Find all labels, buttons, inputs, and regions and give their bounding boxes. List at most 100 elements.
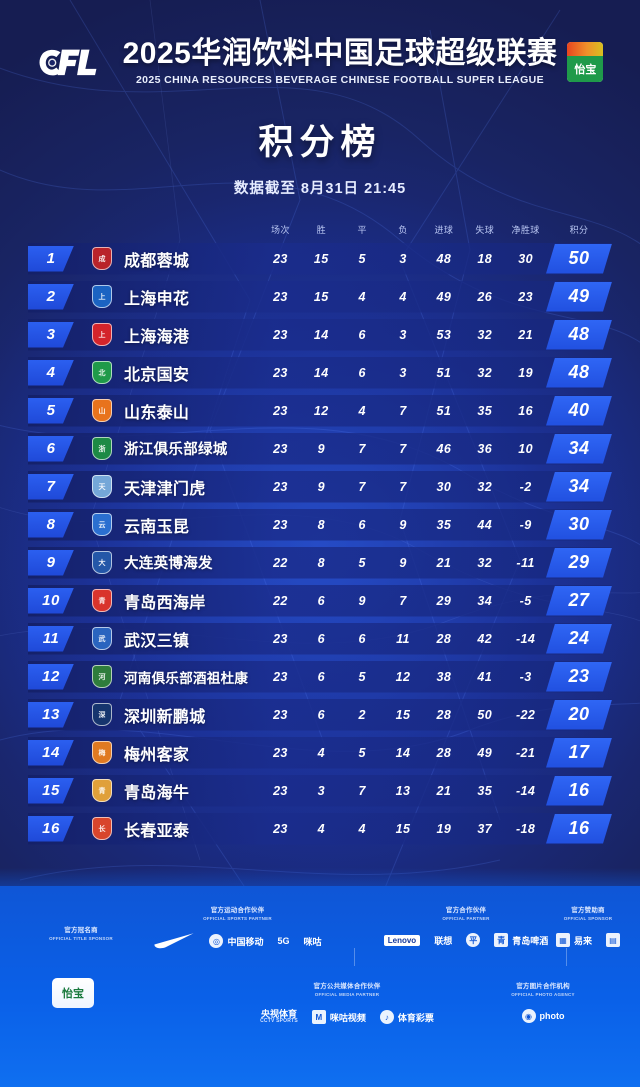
row-background — [28, 623, 612, 655]
column-header-played: 场次 — [271, 225, 290, 235]
tsingtao-beer-logo: 青 青岛啤酒 — [494, 933, 548, 947]
row-background — [28, 661, 612, 693]
sports-lottery-logo: ♪ 体育彩票 — [379, 1010, 434, 1025]
footer-label-title-sponsor-en: OFFICIAL TITLE SPONSOR — [49, 936, 113, 941]
table-row[interactable]: 9 大大连英博海发 22 8 5 9 21 32 -11 29 — [28, 544, 612, 582]
cell-points: 34 — [546, 472, 612, 502]
team-name: 北京国安 — [124, 366, 190, 384]
cell-ga: 41 — [477, 669, 493, 684]
team-crest-icon: 云 — [90, 512, 114, 538]
team-crest-icon: 深 — [90, 702, 114, 728]
cell-win: 6 — [317, 669, 325, 684]
cell-points: 27 — [546, 586, 612, 616]
team-crest-icon: 上 — [90, 322, 114, 348]
cctv-sports-label: 央视体育 — [260, 1009, 297, 1019]
table-row[interactable]: 11 武武汉三镇 23 6 6 11 28 42 -14 24 — [28, 620, 612, 658]
table-row[interactable]: 16 长长春亚泰 23 4 4 15 19 37 -18 16 — [28, 810, 612, 848]
cell-points: 49 — [546, 282, 612, 312]
row-background — [28, 281, 612, 313]
cfl-logo-icon — [37, 41, 113, 83]
cell-points: 16 — [546, 814, 612, 844]
column-header-gf: 进球 — [434, 225, 454, 235]
cell-draw: 2 — [358, 707, 366, 722]
table-row[interactable]: 8 云云南玉昆 23 8 6 9 35 44 -9 30 — [28, 506, 612, 544]
cell-points: 20 — [546, 700, 612, 730]
table-row[interactable]: 12 河河南俱乐部酒祖杜康 23 6 5 12 38 41 -3 23 — [28, 658, 612, 696]
table-row[interactable]: 3 上上海海港 23 14 6 3 53 32 21 48 — [28, 316, 612, 354]
cell-gf: 35 — [436, 517, 452, 532]
cctv-sports-sublabel: CCTV SPORTS — [260, 1018, 298, 1025]
table-row[interactable]: 7 天天津津门虎 23 9 7 7 30 32 -2 34 — [28, 468, 612, 506]
table-row[interactable]: 14 梅梅州客家 23 4 5 14 28 49 -21 17 — [28, 734, 612, 772]
cell-loss: 7 — [399, 479, 407, 494]
cell-gf: 21 — [436, 555, 452, 570]
table-row[interactable]: 1 成成都蓉城 23 15 5 3 48 18 30 50 — [28, 240, 612, 278]
photo-agency-mark-icon: ◉ — [521, 1009, 536, 1023]
title-sponsor-label: 怡宝 — [567, 55, 604, 82]
table-row[interactable]: 10 青青岛西海岸 22 6 9 7 29 34 -5 27 — [28, 582, 612, 620]
cell-played: 23 — [273, 441, 288, 456]
rank-badge: 8 — [28, 512, 74, 538]
row-background — [28, 243, 612, 275]
rank-badge: 13 — [28, 702, 74, 728]
table-row[interactable]: 13 深深圳新鹏城 23 6 2 15 28 50 -22 20 — [28, 696, 612, 734]
cell-draw: 5 — [358, 669, 366, 684]
ping-an-mark-icon: 平 — [466, 933, 481, 947]
page-title: 积分榜 — [258, 122, 382, 162]
footer-label-official-sponsor-cn: 官方赞助商 — [571, 907, 605, 914]
row-background — [28, 319, 612, 351]
cell-gd: 19 — [518, 365, 533, 380]
table-row[interactable]: 15 青青岛海牛 23 3 7 13 21 35 -14 16 — [28, 772, 612, 810]
cell-played: 23 — [273, 631, 288, 646]
standings-title-block: 积分榜 数据截至 8月31日 21:45 — [0, 114, 640, 198]
team-name: 武汉三镇 — [124, 632, 190, 650]
cell-draw: 7 — [358, 441, 366, 456]
cell-loss: 15 — [395, 821, 411, 836]
cell-ga: 44 — [477, 517, 493, 532]
team-name: 上海申花 — [124, 290, 190, 308]
team-name: 天津津门虎 — [124, 480, 206, 498]
page-header: 2025华润饮料中国足球超级联赛 2025 CHINA RESOURCES BE… — [0, 0, 640, 86]
row-background — [28, 547, 612, 579]
photo-agency-label: photo — [539, 1011, 565, 1021]
team-name: 深圳新鹏城 — [124, 708, 206, 726]
footer-label-title-sponsor-cn: 官方冠名商 — [64, 927, 98, 934]
cell-points: 40 — [546, 396, 612, 426]
cell-loss: 7 — [399, 441, 407, 456]
cell-draw: 6 — [358, 517, 366, 532]
cell-points: 50 — [546, 244, 612, 274]
cell-draw: 5 — [358, 745, 366, 760]
league-title-block: 2025华润饮料中国足球超级联赛 2025 CHINA RESOURCES BE… — [123, 38, 558, 86]
row-background — [28, 509, 612, 541]
column-header-draw: 平 — [357, 225, 367, 235]
cell-played: 23 — [273, 669, 288, 684]
cell-gf: 19 — [436, 821, 452, 836]
cell-gf: 30 — [436, 479, 452, 494]
cell-ga: 18 — [477, 251, 493, 266]
cell-draw: 6 — [358, 365, 366, 380]
team-crest-icon: 青 — [90, 588, 114, 614]
cell-gf: 28 — [436, 745, 452, 760]
cell-draw: 9 — [358, 593, 366, 608]
footer-label-official-partner-cn: 官方合作伙伴 — [445, 907, 487, 914]
cell-gd: -5 — [519, 593, 532, 608]
team-crest-icon: 长 — [90, 816, 114, 842]
cell-ga: 32 — [477, 555, 493, 570]
cell-gf: 28 — [436, 631, 452, 646]
cell-win: 4 — [317, 821, 325, 836]
table-row[interactable]: 5 山山东泰山 23 12 4 7 51 35 16 40 — [28, 392, 612, 430]
cell-loss: 13 — [395, 783, 411, 798]
cell-played: 23 — [273, 289, 288, 304]
cell-points: 48 — [546, 358, 612, 388]
cell-gd: -22 — [515, 707, 536, 722]
table-row[interactable]: 6 浙浙江俱乐部绿城 23 9 7 7 46 36 10 34 — [28, 430, 612, 468]
table-row[interactable]: 2 上上海申花 23 15 4 4 49 26 23 49 — [28, 278, 612, 316]
photo-agency-logo: ◉ photo — [521, 1009, 565, 1023]
migu-video-mark-icon: M — [311, 1010, 326, 1025]
cell-gf: 29 — [436, 593, 452, 608]
cell-gf: 53 — [436, 327, 452, 342]
table-row[interactable]: 4 北北京国安 23 14 6 3 51 32 19 48 — [28, 354, 612, 392]
cell-ga: 32 — [477, 327, 493, 342]
migu-logo: 咪咕 — [304, 935, 322, 948]
cell-win: 6 — [317, 593, 325, 608]
